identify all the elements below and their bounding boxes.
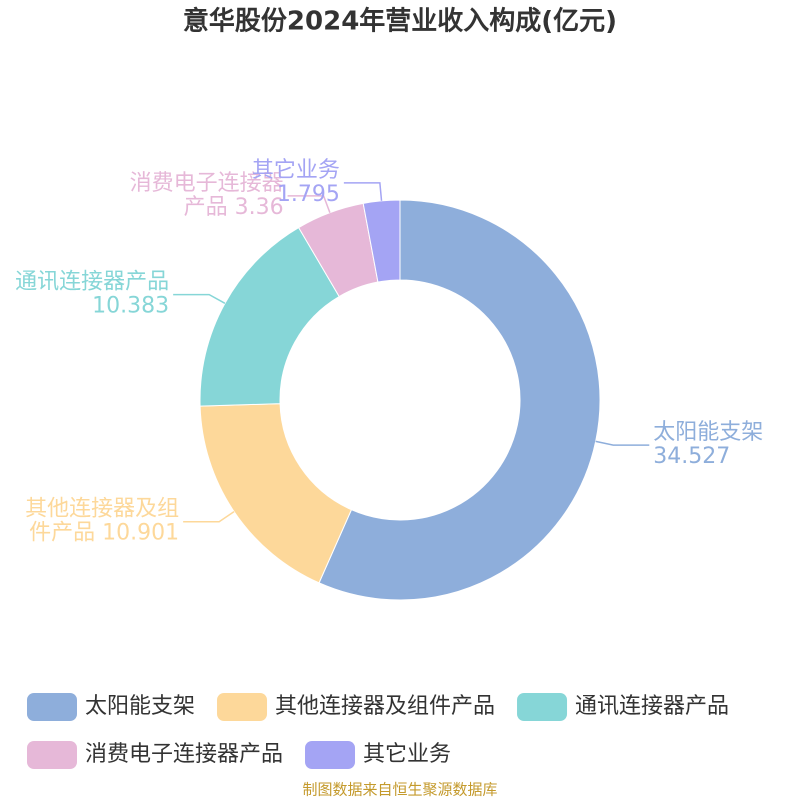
donut-slice bbox=[318, 199, 601, 601]
legend-item: 其他连接器及组件产品 bbox=[217, 693, 495, 721]
legend-swatch bbox=[27, 693, 77, 721]
label-name: 消费电子连接器 bbox=[130, 171, 284, 196]
slice-label: 消费电子连接器产品 3.36 bbox=[130, 171, 284, 220]
legend-swatch bbox=[27, 741, 77, 769]
legend-swatch bbox=[305, 741, 356, 769]
leader-line bbox=[287, 195, 331, 213]
label-name: 太阳能支架 bbox=[653, 420, 763, 445]
donut-slice bbox=[199, 403, 353, 584]
legend-item: 消费电子连接器产品 bbox=[27, 741, 283, 769]
label-name: 其它业务 bbox=[252, 158, 340, 183]
legend-label: 通讯连接器产品 bbox=[575, 694, 729, 719]
legend-item: 通讯连接器产品 bbox=[517, 693, 729, 721]
slice-label: 其他连接器及组件产品 10.901 bbox=[25, 497, 179, 546]
legend-label: 其它业务 bbox=[363, 742, 451, 767]
legend-item: 太阳能支架 bbox=[27, 693, 195, 721]
label-value: 10.901 bbox=[102, 521, 179, 546]
label-name: 其他连接器及组 bbox=[25, 497, 179, 522]
legend-swatch bbox=[517, 693, 568, 721]
leader-line bbox=[595, 440, 650, 446]
legend-label: 其他连接器及组件产品 bbox=[275, 694, 495, 719]
legend-swatch bbox=[217, 693, 268, 721]
chart-title: 意华股份2024年营业收入构成(亿元) bbox=[183, 6, 617, 37]
label-value: 34.527 bbox=[653, 444, 730, 469]
label-name: 通讯连接器产品 bbox=[15, 270, 169, 295]
slice-label: 太阳能支架 34.527 bbox=[653, 420, 763, 469]
donut-slice bbox=[362, 199, 401, 283]
label-value: 1.795 bbox=[277, 182, 340, 207]
leader-line bbox=[173, 293, 226, 304]
label-name: 件产品 bbox=[29, 521, 95, 546]
slice-label: 通讯连接器产品 10.383 bbox=[15, 270, 169, 319]
label-value: 3.36 bbox=[235, 195, 284, 220]
leader-line bbox=[343, 182, 383, 201]
label-name: 产品 bbox=[184, 195, 228, 220]
legend-label: 太阳能支架 bbox=[85, 694, 195, 719]
source-note: 制图数据来自恒生聚源数据库 bbox=[302, 781, 497, 799]
slice-label: 其它业务 1.795 bbox=[252, 158, 340, 207]
leader-line bbox=[183, 511, 235, 523]
legend-label: 消费电子连接器产品 bbox=[85, 742, 283, 767]
label-value: 10.383 bbox=[92, 294, 169, 319]
legend-item: 其它业务 bbox=[305, 741, 451, 769]
